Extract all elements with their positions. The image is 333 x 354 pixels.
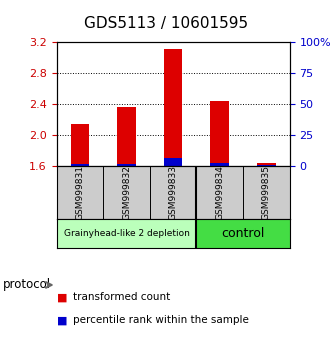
Bar bbox=[257, 162, 276, 166]
Bar bbox=[71, 124, 89, 166]
Bar bbox=[164, 158, 182, 166]
Bar bbox=[71, 164, 89, 166]
Text: percentile rank within the sample: percentile rank within the sample bbox=[73, 315, 249, 325]
Text: GSM999833: GSM999833 bbox=[168, 165, 178, 221]
Bar bbox=[210, 101, 229, 166]
Bar bbox=[117, 164, 136, 166]
Bar bbox=[196, 219, 290, 248]
Text: transformed count: transformed count bbox=[73, 292, 170, 302]
Text: GSM999834: GSM999834 bbox=[215, 165, 224, 221]
Text: protocol: protocol bbox=[3, 279, 52, 291]
Text: ■: ■ bbox=[57, 292, 67, 302]
Text: Grainyhead-like 2 depletion: Grainyhead-like 2 depletion bbox=[64, 229, 189, 238]
Text: GSM999835: GSM999835 bbox=[262, 165, 271, 221]
Text: control: control bbox=[221, 227, 265, 240]
Bar bbox=[164, 49, 182, 166]
Bar bbox=[117, 107, 136, 166]
Text: GSM999832: GSM999832 bbox=[122, 165, 131, 221]
Text: GDS5113 / 10601595: GDS5113 / 10601595 bbox=[85, 16, 248, 30]
Text: ■: ■ bbox=[57, 315, 67, 325]
Bar bbox=[57, 219, 196, 248]
Bar bbox=[257, 165, 276, 166]
Bar bbox=[210, 163, 229, 166]
Text: GSM999831: GSM999831 bbox=[75, 165, 85, 221]
